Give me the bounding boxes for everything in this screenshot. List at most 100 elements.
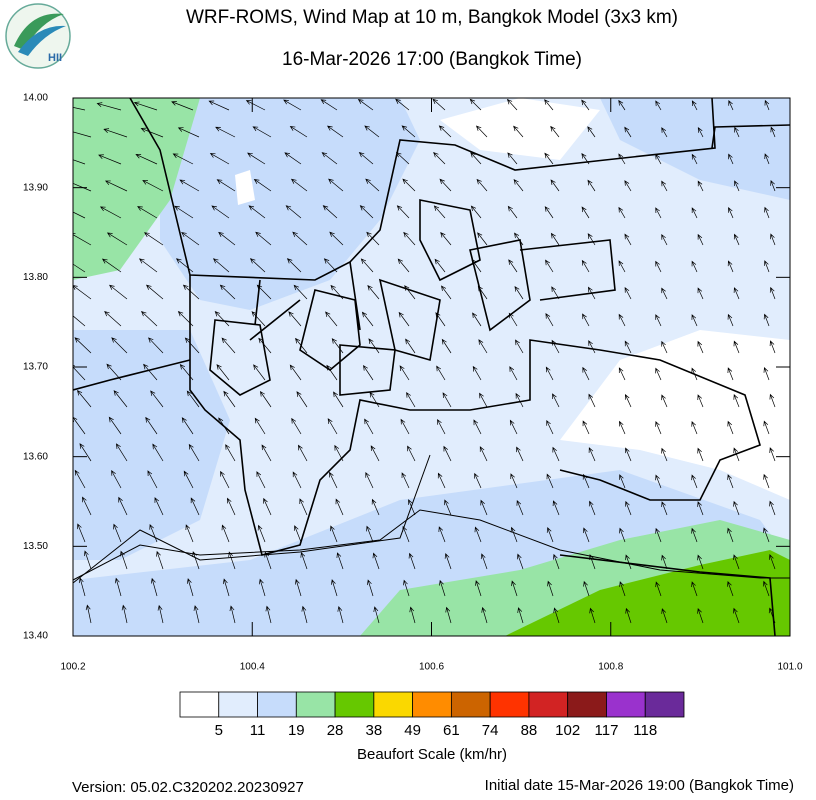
wind-arrow	[474, 526, 482, 543]
wind-arrow	[655, 314, 662, 327]
wind-arrow	[211, 205, 230, 219]
wind-arrow	[547, 580, 554, 597]
wind-arrow	[143, 363, 158, 381]
wind-arrow	[550, 179, 560, 192]
wind-arrow	[625, 554, 632, 570]
wind-arrow	[697, 233, 704, 246]
wind-arrow	[101, 258, 122, 273]
colorbar-label: 117	[595, 722, 619, 739]
wind-arrow	[581, 206, 590, 219]
province-boundary	[559, 554, 776, 636]
wind-arrow	[655, 474, 662, 489]
wind-arrow	[360, 258, 374, 273]
wind-arrow	[727, 474, 734, 489]
wind-arrow	[79, 443, 92, 462]
wind-arrow	[437, 419, 446, 435]
wind-arrow	[587, 233, 596, 246]
wind-arrow	[655, 367, 662, 381]
wind-arrow	[553, 607, 560, 624]
wind-arrow	[365, 471, 374, 489]
wind-arrow	[113, 390, 128, 408]
wind-arrow	[188, 443, 200, 462]
wind-arrow	[434, 258, 446, 273]
wind-arrow	[507, 205, 518, 219]
wind-arrow	[691, 260, 698, 273]
y-tick-label: 13.70	[23, 362, 48, 373]
wind-arrow	[516, 553, 524, 570]
wind-arrow	[284, 152, 302, 165]
wind-arrow	[583, 580, 590, 597]
wind-arrow	[625, 607, 632, 624]
wind-arrow	[511, 580, 518, 597]
colorbar-label: 49	[404, 722, 421, 739]
wind-arrow	[516, 446, 524, 462]
wind-arrow	[299, 498, 308, 516]
wind-arrow	[401, 125, 416, 138]
wind-arrow	[403, 579, 410, 597]
wind-arrow	[327, 418, 338, 435]
wind-arrow	[406, 391, 416, 408]
wind-arrow	[444, 499, 452, 516]
wind-arrow	[514, 285, 524, 300]
wind-arrow	[733, 393, 740, 408]
wind-arrow	[184, 337, 200, 354]
wind-arrow	[228, 551, 236, 570]
wind-arrow	[697, 127, 704, 138]
wind-arrow	[216, 179, 236, 192]
wind-arrow	[763, 313, 770, 327]
logo-leaf	[18, 25, 66, 56]
wind-arrow	[245, 100, 266, 111]
colorbar-box	[334, 691, 375, 718]
wind-arrow	[361, 311, 374, 327]
wind-arrow	[727, 313, 734, 327]
wind-arrow	[367, 579, 374, 597]
wind-arrow	[587, 179, 596, 192]
wind-arrow	[154, 497, 164, 516]
wind-arrow	[105, 180, 128, 192]
wind-arrow	[108, 416, 122, 435]
wind-arrow	[401, 472, 410, 489]
wind-arrow	[118, 496, 128, 516]
speed-region	[160, 98, 420, 310]
wind-arrow	[283, 99, 302, 111]
wind-arrow	[111, 337, 128, 354]
wind-arrow	[221, 337, 236, 354]
wind-arrow	[185, 524, 194, 543]
wind-arrow	[289, 125, 308, 138]
wind-arrow	[436, 365, 446, 381]
wind-arrow	[546, 527, 554, 543]
wind-arrow	[509, 419, 518, 435]
wind-arrow	[469, 98, 482, 111]
speed-region	[73, 98, 200, 280]
wind-arrow	[73, 180, 92, 192]
wind-arrow	[175, 258, 194, 273]
wind-arrow	[335, 498, 344, 516]
wind-arrow	[291, 417, 302, 435]
wind-arrow	[763, 420, 770, 435]
wind-arrow	[764, 260, 770, 273]
wind-arrow	[294, 578, 302, 597]
wind-arrow	[293, 525, 302, 543]
colorbar-box	[295, 691, 336, 718]
colorbar-label: 38	[366, 722, 383, 739]
wind-arrow	[432, 98, 446, 111]
x-tick-label: 100.6	[419, 662, 444, 673]
wind-arrow	[82, 496, 92, 516]
wind-arrow	[697, 501, 704, 516]
wind-arrow	[157, 604, 164, 624]
wind-arrow	[473, 419, 482, 435]
wind-arrow	[477, 232, 488, 246]
wind-arrow	[216, 364, 230, 381]
colorbar-label: 5	[215, 722, 223, 739]
wind-arrow	[115, 443, 128, 462]
wind-arrow	[480, 499, 488, 516]
initial-date-text: Initial date 15-Mar-2026 19:00 (Bangkok …	[485, 777, 794, 794]
wind-arrow	[769, 500, 776, 516]
wind-arrow	[363, 364, 374, 381]
wind-arrow	[770, 233, 776, 246]
wind-arrow	[697, 554, 704, 570]
wind-arrow	[371, 498, 380, 516]
wind-arrow	[74, 337, 92, 354]
wind-arrow	[85, 604, 92, 624]
wind-arrow	[513, 179, 524, 192]
